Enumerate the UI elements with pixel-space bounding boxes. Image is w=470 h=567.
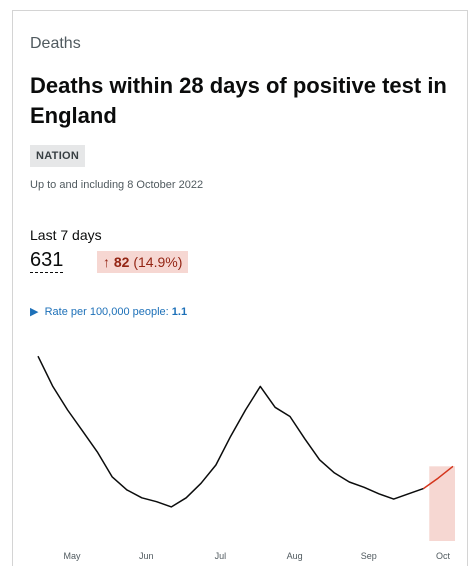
change-badge: ↑ 82 (14.9%) bbox=[97, 251, 189, 273]
change-percent: (14.9%) bbox=[133, 254, 183, 270]
card: Deaths Deaths within 28 days of positive… bbox=[12, 10, 468, 566]
x-tick-label: Sep bbox=[361, 551, 377, 561]
rate-toggle[interactable]: ▶ Rate per 100,000 people: 1.1 bbox=[30, 306, 188, 318]
period: Last 7 days bbox=[30, 227, 102, 243]
chart: May Jun Jul Aug Sep Oct bbox=[37, 355, 455, 561]
rate-value: 1.1 bbox=[171, 306, 188, 318]
highlight-area bbox=[429, 466, 455, 541]
x-tick-label: Jun bbox=[139, 551, 154, 561]
rate-label: Rate per 100,000 people: bbox=[44, 306, 169, 318]
area-tag: NATION bbox=[30, 145, 86, 167]
date: Up to and including 8 October 2022 bbox=[30, 179, 204, 191]
x-tick-label: Aug bbox=[287, 551, 303, 561]
x-tick-label: May bbox=[63, 551, 81, 561]
headline-value[interactable]: 631 bbox=[30, 249, 64, 273]
change: 82 bbox=[113, 254, 130, 270]
highlight-line bbox=[422, 465, 454, 490]
line bbox=[37, 355, 424, 508]
x-tick-label: Jul bbox=[215, 551, 227, 561]
topic: Deaths bbox=[30, 35, 81, 52]
x-tick-label: Oct bbox=[436, 551, 451, 561]
card-title: Deaths within 28 days of positive test i… bbox=[30, 73, 447, 128]
